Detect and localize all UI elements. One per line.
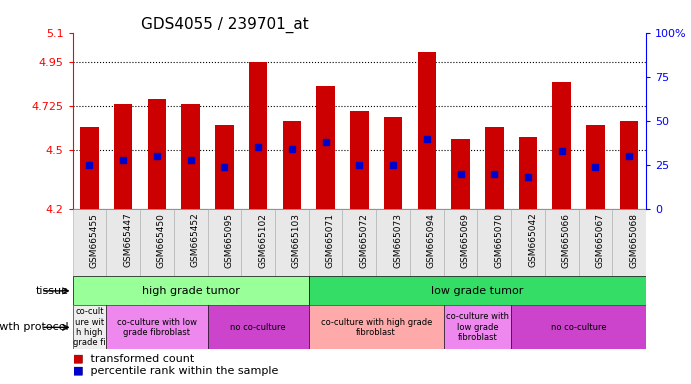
Bar [73,305,106,349]
Bar [451,139,470,209]
Text: GSM665066: GSM665066 [562,213,571,268]
Text: tissue: tissue [36,286,69,296]
Bar [241,209,275,276]
Bar [350,111,368,209]
Bar [316,86,335,209]
Text: GSM665072: GSM665072 [359,213,368,268]
Bar [417,52,436,209]
Bar [511,305,646,349]
Bar [309,209,343,276]
Bar [620,121,638,209]
Bar [249,62,267,209]
Bar [73,209,106,276]
Bar [586,125,605,209]
Bar [309,305,444,349]
Text: GSM665455: GSM665455 [89,213,98,268]
Bar [343,209,376,276]
Text: high grade tumor: high grade tumor [142,286,240,296]
Text: GSM665073: GSM665073 [393,213,402,268]
Bar [73,276,309,305]
Text: GSM665103: GSM665103 [292,213,301,268]
Text: no co-culture: no co-culture [230,323,286,332]
Text: GSM665042: GSM665042 [528,213,537,267]
Bar [376,209,410,276]
Bar [477,209,511,276]
Text: co-cult
ure wit
h high
grade fi: co-cult ure wit h high grade fi [73,307,106,348]
Bar [578,209,612,276]
Text: GSM665095: GSM665095 [225,213,234,268]
Bar [207,209,241,276]
Text: GSM665102: GSM665102 [258,213,267,268]
Text: growth protocol: growth protocol [0,322,69,333]
Bar [207,305,309,349]
Bar [545,209,578,276]
Text: GSM665071: GSM665071 [325,213,334,268]
Text: GDS4055 / 239701_at: GDS4055 / 239701_at [142,17,309,33]
Bar [215,125,234,209]
Bar [384,117,402,209]
Text: co-culture with low
grade fibroblast: co-culture with low grade fibroblast [117,318,197,337]
Bar [485,127,504,209]
Text: co-culture with high grade
fibroblast: co-culture with high grade fibroblast [321,318,432,337]
Text: GSM665068: GSM665068 [630,213,638,268]
Text: ■  transformed count: ■ transformed count [73,354,193,364]
Text: GSM665450: GSM665450 [157,213,166,268]
Bar [106,305,207,349]
Text: no co-culture: no co-culture [551,323,607,332]
Text: low grade tumor: low grade tumor [431,286,524,296]
Bar [106,209,140,276]
Bar [410,209,444,276]
Text: co-culture with
low grade
fibroblast: co-culture with low grade fibroblast [446,313,509,342]
Bar [181,104,200,209]
Text: GSM665070: GSM665070 [494,213,503,268]
Bar [511,209,545,276]
Text: ■: ■ [73,354,83,364]
Text: GSM665447: GSM665447 [123,213,132,267]
Text: GSM665067: GSM665067 [596,213,605,268]
Bar [173,209,207,276]
Bar [519,137,538,209]
Bar [612,209,646,276]
Text: GSM665094: GSM665094 [427,213,436,268]
Text: ■  percentile rank within the sample: ■ percentile rank within the sample [73,366,278,376]
Bar [444,305,511,349]
Bar [553,82,571,209]
Bar [140,209,173,276]
Text: GSM665069: GSM665069 [460,213,469,268]
Bar [148,99,166,209]
Text: GSM665452: GSM665452 [191,213,200,267]
Bar [114,104,133,209]
Bar [309,276,646,305]
Bar [283,121,301,209]
Bar [80,127,99,209]
Bar [444,209,477,276]
Text: ■: ■ [73,366,83,376]
Bar [275,209,309,276]
